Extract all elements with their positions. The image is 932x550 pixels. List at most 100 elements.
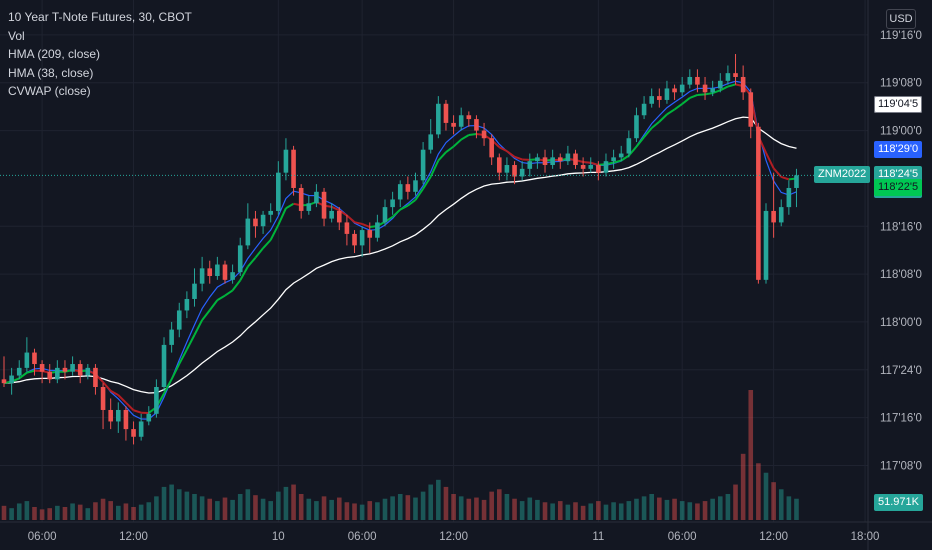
- candle: [634, 107, 639, 143]
- candle: [596, 161, 601, 181]
- candle-body: [405, 184, 411, 192]
- candle: [443, 99, 449, 131]
- candle-body: [176, 310, 182, 330]
- volume-bar: [725, 494, 731, 520]
- volume-bar: [207, 498, 213, 520]
- candle: [32, 348, 37, 376]
- volume-bar: [215, 501, 220, 520]
- candle-body: [291, 149, 296, 188]
- volume-bar: [39, 509, 45, 520]
- volume-bar: [245, 489, 251, 520]
- time-axis: 06:00 12:00 10 06:00 12:00 11 06:00 12:00 18:00: [28, 531, 880, 543]
- cvwap-segment: [285, 202, 295, 210]
- volume-bar: [283, 486, 289, 520]
- candle: [771, 172, 776, 238]
- candle: [62, 360, 68, 380]
- candle: [192, 268, 197, 307]
- candle: [504, 157, 510, 181]
- cvwap-segment: [170, 363, 181, 380]
- candle-body: [596, 165, 601, 173]
- candle-body: [245, 218, 251, 246]
- volume-bar: [253, 495, 258, 520]
- candle: [123, 406, 129, 441]
- volume-bar: [420, 491, 426, 520]
- candle: [466, 111, 472, 127]
- cvwap-segment: [125, 401, 135, 411]
- cvwap-segment: [133, 409, 142, 414]
- currency-button[interactable]: USD: [886, 9, 916, 29]
- price-tick-label: 118'08'0: [880, 269, 922, 281]
- price-tick-label: 119'00'0: [880, 126, 922, 138]
- candle: [687, 69, 693, 89]
- volume-bar: [497, 489, 502, 520]
- volume-bar: [748, 390, 754, 520]
- volume-bar: [535, 499, 540, 520]
- cvwap-segment: [697, 93, 706, 96]
- legend-vol: Vol: [8, 28, 25, 43]
- cvwap-segment: [635, 136, 645, 148]
- candle-body: [336, 210, 342, 223]
- candle-body: [565, 153, 571, 162]
- candle-body: [458, 115, 464, 127]
- cvwap-segment: [498, 146, 508, 153]
- volume-bar: [298, 494, 304, 520]
- volume-bar: [794, 498, 799, 520]
- cvwap-segment: [681, 97, 691, 105]
- candle-body: [352, 233, 357, 246]
- cvwap-segment: [354, 221, 363, 225]
- candle: [763, 203, 769, 284]
- candle: [352, 230, 357, 254]
- cvwap-segment: [102, 381, 112, 392]
- volume-bar: [428, 484, 434, 520]
- candle: [176, 302, 182, 338]
- cvwap-segment: [689, 94, 698, 99]
- candle: [146, 406, 152, 426]
- candle: [55, 360, 60, 384]
- volume-bar: [336, 497, 342, 520]
- candle: [649, 88, 654, 108]
- candle: [161, 337, 167, 391]
- cvwap-segment: [361, 223, 371, 228]
- candle: [154, 379, 159, 418]
- candle-body: [786, 187, 792, 208]
- candle: [207, 260, 213, 284]
- legend-hma-209: HMA (209, close): [8, 47, 101, 61]
- candle-body: [466, 115, 472, 120]
- candle-body: [481, 130, 487, 139]
- candle: [786, 180, 792, 215]
- volume-bar: [321, 496, 327, 520]
- candle-body: [314, 191, 319, 204]
- candle: [664, 80, 670, 104]
- cvwap-segment: [110, 389, 119, 396]
- volume-bar: [672, 498, 677, 520]
- candle-body: [679, 84, 685, 93]
- cvwap-segment: [185, 334, 196, 350]
- candle: [359, 226, 365, 257]
- volume-bar: [230, 499, 235, 520]
- volume-bar: [710, 498, 715, 520]
- candle: [557, 153, 563, 169]
- legend-hma-38: HMA (38, close): [8, 65, 94, 80]
- candle: [169, 321, 174, 353]
- candle-body: [55, 367, 60, 380]
- candle: [321, 187, 327, 227]
- volume-bar: [618, 503, 624, 520]
- candle-body: [146, 413, 152, 422]
- volume-bar: [390, 496, 395, 520]
- volume-bar: [664, 499, 670, 520]
- cvwap-segment: [26, 369, 35, 374]
- cvwap-segment: [673, 103, 683, 111]
- cvwap-segment: [193, 319, 204, 336]
- candle: [375, 214, 380, 242]
- candles: [0, 54, 868, 445]
- candle-body: [626, 138, 632, 154]
- volume-bar: [359, 504, 365, 520]
- volume-bar: [550, 503, 555, 520]
- volume-bar: [519, 501, 525, 520]
- volume-bar: [199, 496, 205, 520]
- candle-body: [298, 187, 304, 211]
- candle-body: [100, 387, 106, 410]
- volume-bar: [184, 491, 190, 520]
- volume-bar: [268, 501, 273, 520]
